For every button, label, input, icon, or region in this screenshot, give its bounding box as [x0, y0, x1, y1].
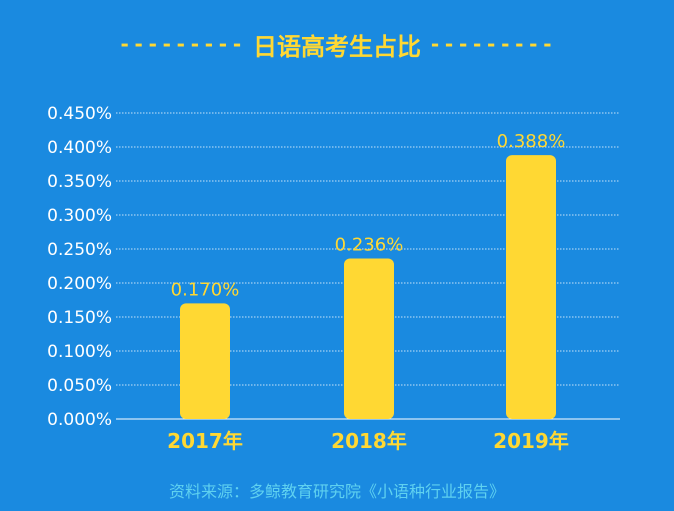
x-tick-label: 2017年 [167, 429, 243, 453]
chart-header: --------- 日语高考生占比 --------- [0, 26, 674, 62]
title-left-dashes: --------- [118, 32, 245, 56]
x-tick-label: 2018年 [331, 429, 407, 453]
y-tick-label: 0.000% [47, 410, 112, 430]
y-tick-label: 0.200% [47, 274, 112, 294]
title-right-dashes: --------- [429, 32, 556, 56]
bar-value-label: 0.236% [335, 235, 404, 256]
bar-value-label: 0.170% [171, 279, 240, 300]
y-tick-label: 0.400% [47, 138, 112, 158]
x-tick-label: 2019年 [493, 429, 569, 453]
source-note: 资料来源：多鲸教育研究院《小语种行业报告》 [168, 482, 505, 501]
chart-title: 日语高考生占比 [253, 32, 421, 61]
bars [180, 155, 556, 419]
y-tick-label: 0.050% [47, 376, 112, 396]
bar [180, 303, 230, 419]
y-tick-label: 0.350% [47, 172, 112, 192]
y-tick-label: 0.250% [47, 240, 112, 260]
value-labels: 0.170% 0.236% 0.388% [171, 131, 566, 300]
bar [506, 155, 556, 419]
y-tick-label: 0.450% [47, 104, 112, 124]
y-tick-label: 0.100% [47, 342, 112, 362]
bar-value-label: 0.388% [497, 131, 566, 152]
y-tick-label: 0.150% [47, 308, 112, 328]
y-axis-ticks: 0.000% 0.050% 0.100% 0.150% 0.200% 0.250% 0.30… [47, 104, 112, 430]
x-axis-ticks: 2017年 2018年 2019年 [167, 429, 569, 453]
y-tick-label: 0.300% [47, 206, 112, 226]
bar [344, 258, 394, 419]
